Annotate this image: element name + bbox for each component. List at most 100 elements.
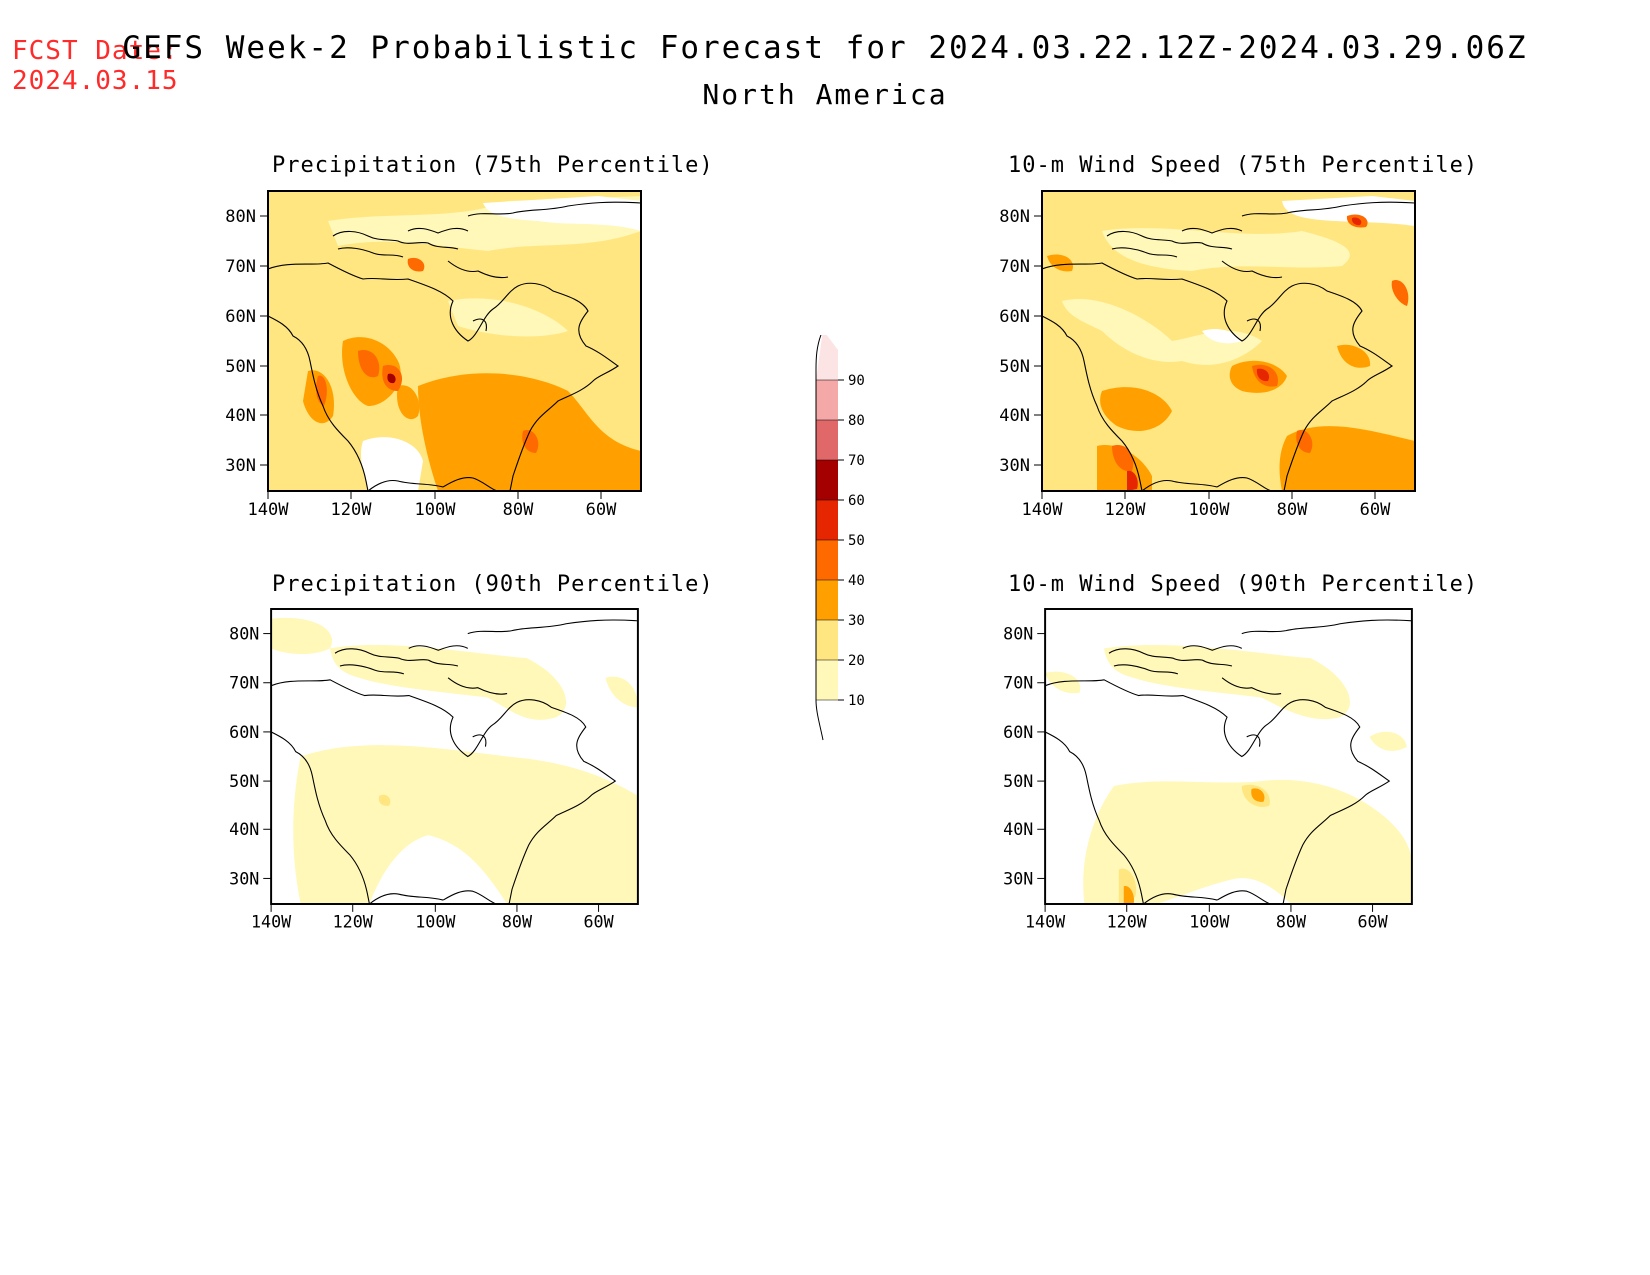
coastline: [1216, 477, 1273, 491]
coastline: [447, 260, 509, 279]
contour-fill-layer: [271, 609, 638, 904]
map-precip-75: 80N 70N 60N 50N 40N 30N 140W 120W 100W 80W 60W: [225, 190, 642, 520]
contour-region: [1104, 645, 1350, 720]
coastline: [467, 201, 641, 217]
map-frame: [267, 190, 642, 492]
coastline: [1181, 227, 1243, 234]
lon-tick-label: 100W: [1189, 912, 1230, 932]
lat-tick-label: 70N: [229, 673, 259, 693]
coastline: [1141, 479, 1218, 491]
coastline: [1241, 619, 1412, 635]
contour-region: [397, 385, 420, 420]
lat-tick-label: 30N: [229, 868, 259, 888]
lat-tick-label: 30N: [225, 456, 256, 476]
coastline: [467, 619, 638, 635]
map-frame: [1044, 608, 1413, 905]
colorbar-segment: [816, 660, 838, 700]
contour-region: [1282, 196, 1415, 226]
contour-region: [522, 430, 539, 453]
map-precip-90: 80N 70N 60N 50N 40N 30N 140W 120W 100W 80W 60W: [229, 608, 639, 932]
lon-tick-label: 80W: [503, 500, 534, 520]
colorbar-outline: [815, 335, 824, 741]
lon-tick-label: 60W: [1360, 500, 1391, 520]
coastline: [268, 262, 619, 491]
colorbar-label: 40: [848, 573, 865, 589]
contour-region: [1047, 254, 1073, 272]
panel-title-precip-75: Precipitation (75th Percentile): [272, 153, 714, 178]
lat-tick-label: 50N: [225, 357, 256, 377]
contour-region: [1279, 426, 1415, 491]
lat-tick-label: 70N: [225, 257, 256, 277]
colorbar-legend: 10 20 30 40 50 60 70 80 90: [815, 335, 865, 741]
lon-tick-label: 80W: [502, 912, 533, 932]
contour-region: [1256, 368, 1270, 382]
colorbar-label: 80: [848, 413, 865, 429]
coastline: [332, 230, 459, 250]
contour-region: [358, 350, 380, 378]
lat-tick-label: 50N: [999, 357, 1030, 377]
lat-tick-label: 60N: [999, 307, 1030, 327]
lon-tick-label: 120W: [1107, 912, 1148, 932]
panel-title-precip-90: Precipitation (90th Percentile): [272, 572, 714, 597]
lon-tick-label: 100W: [1189, 500, 1231, 520]
lon-tick-label: 60W: [583, 912, 614, 932]
lat-tick-label: 70N: [1003, 673, 1033, 693]
coastline: [1111, 247, 1178, 258]
contour-region: [1127, 470, 1138, 491]
lat-tick-label: 60N: [225, 307, 256, 327]
lat-tick-label: 80N: [1003, 623, 1033, 643]
lat-tick-label: 70N: [999, 257, 1030, 277]
lat-tick-label: 60N: [1003, 722, 1033, 742]
colorbar-label: 60: [848, 493, 865, 509]
colorbar-segment: [816, 500, 838, 540]
colorbar-segment: [816, 380, 838, 420]
map-wind-75: 80N 70N 60N 50N 40N 30N 140W 120W 100W 80W 60W: [999, 190, 1416, 520]
lat-tick-label: 80N: [225, 207, 256, 227]
coastline: [271, 731, 370, 904]
contour-region: [1351, 217, 1362, 226]
lon-tick-label: 120W: [1105, 500, 1147, 520]
lat-tick-label: 80N: [999, 207, 1030, 227]
colorbar-label: 30: [848, 613, 865, 629]
colorbar-label: 20: [848, 653, 865, 669]
lon-tick-label: 140W: [1022, 500, 1064, 520]
coastline: [407, 227, 469, 234]
coastline: [369, 893, 444, 904]
coastline: [472, 318, 487, 332]
contour-region: [293, 745, 638, 904]
coastline: [1045, 731, 1144, 904]
colorbar-segment: [816, 620, 838, 660]
coastline: [337, 247, 404, 258]
colorbar-segment: [816, 580, 838, 620]
contour-region: [483, 196, 641, 231]
lat-tick-label: 50N: [229, 771, 259, 791]
coastline: [1042, 262, 1393, 491]
coastline: [442, 890, 498, 904]
lat-tick-label: 40N: [999, 406, 1030, 426]
coastline: [442, 477, 499, 491]
contour-region: [407, 257, 425, 272]
lat-tick-label: 40N: [229, 819, 259, 839]
contour-region: [1045, 671, 1081, 694]
forecast-date-label: FCST Date:: [12, 36, 179, 66]
coastline: [1246, 318, 1261, 332]
contour-region: [378, 794, 391, 806]
contour-region: [1112, 445, 1134, 472]
map-frame: [270, 608, 639, 905]
contour-region: [1369, 731, 1407, 751]
coastline-layer: [268, 201, 641, 491]
contour-region: [448, 298, 568, 337]
coastline: [1182, 645, 1243, 651]
contour-region: [1123, 886, 1134, 904]
contour-region: [360, 437, 423, 491]
lon-tick-label: 140W: [248, 500, 290, 520]
contour-region: [1391, 280, 1409, 306]
coastline-layer: [271, 619, 638, 904]
coastline-layer: [1042, 201, 1415, 491]
colorbar-segment: [816, 460, 838, 500]
forecast-date-value: 2024.03.15: [12, 66, 179, 96]
coastline: [1042, 315, 1143, 491]
colorbar-segment: [816, 420, 838, 460]
contour-region: [1062, 299, 1262, 365]
map-frame: [1041, 190, 1416, 492]
